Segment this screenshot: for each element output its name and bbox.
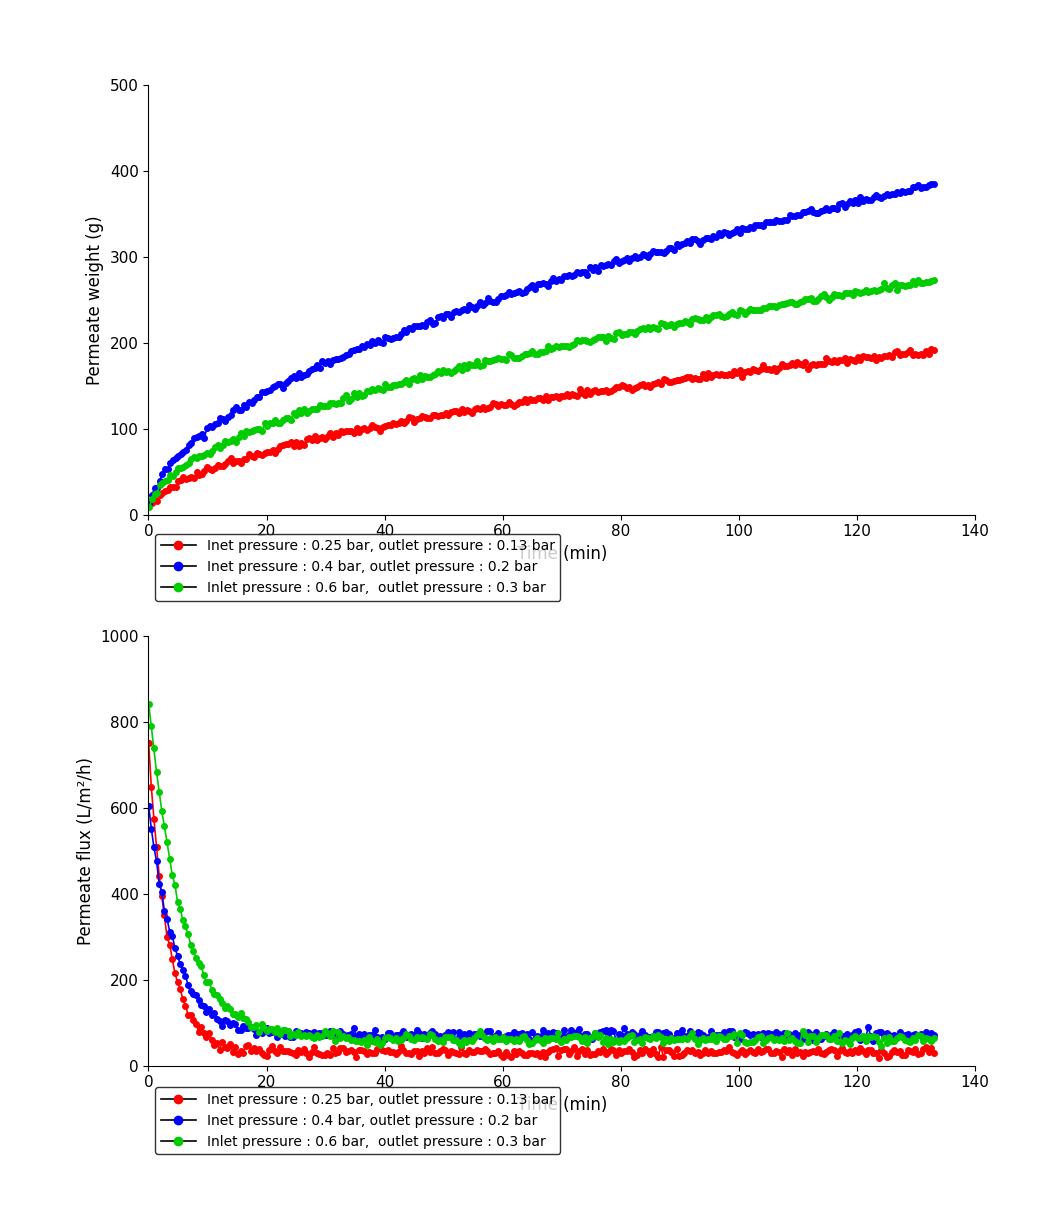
- X-axis label: Time (min): Time (min): [516, 1096, 607, 1114]
- X-axis label: Time (min): Time (min): [516, 545, 607, 563]
- Y-axis label: Permeate weight (g): Permeate weight (g): [86, 214, 104, 385]
- Legend: Inet pressure : 0.25 bar, outlet pressure : 0.13 bar, Inet pressure : 0.4 bar, o: Inet pressure : 0.25 bar, outlet pressur…: [156, 1087, 561, 1154]
- Legend: Inet pressure : 0.25 bar, outlet pressure : 0.13 bar, Inet pressure : 0.4 bar, o: Inet pressure : 0.25 bar, outlet pressur…: [156, 534, 561, 601]
- Y-axis label: Permeate flux (L/m²/h): Permeate flux (L/m²/h): [76, 757, 94, 945]
